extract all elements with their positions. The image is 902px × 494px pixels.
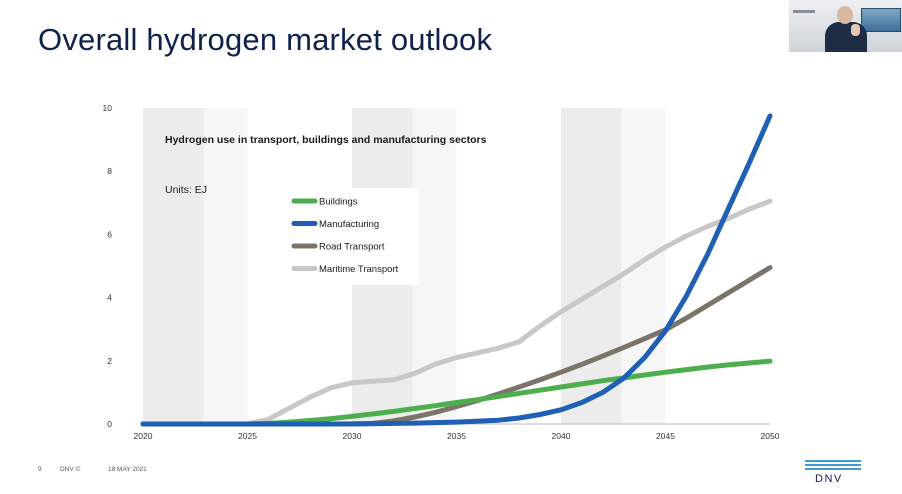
grid-band	[412, 108, 457, 424]
footer-brand: DNV ©	[60, 466, 81, 473]
x-tick-label: 2035	[447, 431, 466, 441]
webcam-presenter-hand	[851, 24, 860, 36]
x-tick-label: 2025	[238, 431, 257, 441]
y-axis: 0 2 4 6 8 10	[103, 103, 113, 429]
y-tick-label: 10	[103, 103, 113, 113]
x-tick-label: 2020	[134, 431, 153, 441]
y-tick-label: 6	[107, 229, 112, 239]
legend-label: Buildings	[319, 197, 358, 208]
grid-bands	[143, 108, 770, 424]
grid-band	[561, 108, 622, 424]
footer-page-number: 9	[38, 466, 42, 473]
y-tick-label: 8	[107, 166, 112, 176]
logo-stripe	[805, 464, 861, 466]
y-tick-label: 0	[107, 419, 112, 429]
x-tick-label: 2030	[343, 431, 362, 441]
footer-date: 18 MAY 2021	[108, 466, 147, 473]
legend-label: Maritime Transport	[319, 264, 399, 275]
logo-stripe	[805, 460, 861, 462]
x-tick-label: 2045	[656, 431, 675, 441]
chart-title: Hydrogen use in transport, buildings and…	[165, 134, 487, 146]
legend: Buildings Manufacturing Road Transport Mari…	[284, 188, 419, 285]
grid-band	[143, 108, 204, 424]
series-line-buildings	[140, 358, 773, 427]
page-title: Overall hydrogen market outlook	[38, 22, 493, 57]
units-label: Units: EJ	[165, 184, 207, 196]
x-axis: 2020 2025 2030 2035 2040 2045 2050	[134, 431, 780, 441]
x-tick-label: 2050	[761, 431, 780, 441]
x-tick-label: 2040	[552, 431, 571, 441]
grid-band	[203, 108, 248, 424]
webcam-thumbnail[interactable]	[789, 0, 902, 52]
legend-label: Manufacturing	[319, 219, 379, 230]
legend-label: Road Transport	[319, 242, 385, 253]
series-lines	[140, 113, 773, 427]
grid-band	[456, 108, 561, 424]
webcam-wall-picture	[861, 8, 901, 32]
series-line-manufacturing	[140, 113, 773, 427]
dnv-logo: DNV	[805, 460, 861, 486]
webcam-presenter-head	[837, 6, 853, 24]
logo-text: DNV	[815, 473, 843, 485]
legend-items: Buildings Manufacturing Road Transport Mari…	[291, 197, 399, 275]
logo-stripe	[805, 468, 861, 470]
webcam-shelf	[793, 10, 815, 13]
series-line-maritime-transport	[140, 198, 773, 427]
webcam-presenter-body	[825, 22, 867, 52]
y-tick-label: 2	[107, 356, 112, 366]
y-tick-label: 4	[107, 293, 112, 303]
